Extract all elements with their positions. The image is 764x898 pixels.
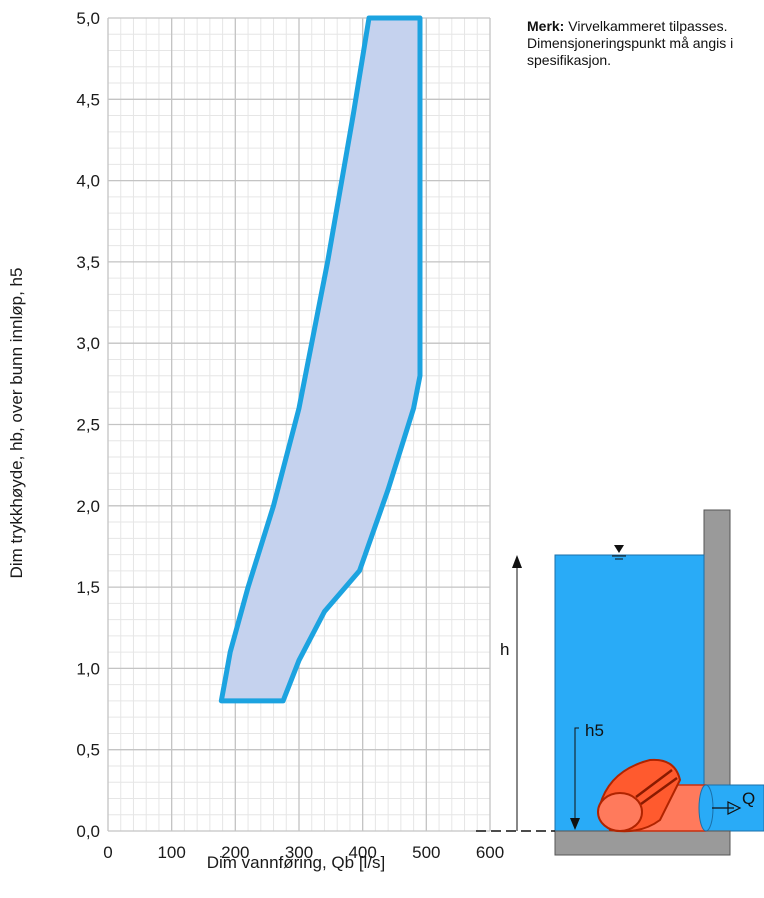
vortex-chamber-seam bbox=[635, 769, 678, 806]
series-layer bbox=[218, 15, 423, 704]
x-tick-label: 100 bbox=[157, 843, 185, 862]
vortex-chamber-end bbox=[597, 792, 643, 832]
y-tick-label: 1,0 bbox=[76, 659, 100, 678]
x-tick-label: 0 bbox=[103, 843, 112, 862]
x-axis-title: Dim vannføring, Qb [l/s] bbox=[207, 853, 386, 872]
design-range-area bbox=[218, 15, 423, 704]
x-tick-label: 400 bbox=[348, 843, 376, 862]
chamber-floor bbox=[554, 830, 731, 856]
note-body: Virvelkammeret tilpasses. Dimensjonering… bbox=[527, 18, 734, 68]
vortex-outlet-mouth bbox=[698, 784, 714, 832]
flow-arrow-icon bbox=[727, 801, 742, 815]
y-axis-title: Dim trykkhøyde, hb, over bunn innløp, h5 bbox=[7, 268, 26, 579]
y-tick-label: 3,0 bbox=[76, 334, 100, 353]
note-text: Merk: Virvelkammeret tilpasses. Dimensjo… bbox=[527, 18, 742, 69]
y-tick-label: 3,5 bbox=[76, 253, 100, 272]
y-tick-label: 0,0 bbox=[76, 822, 100, 841]
h5-arrow-icon bbox=[570, 818, 580, 830]
note-bold-label: Merk: bbox=[527, 18, 565, 34]
tick-labels: 0 100 200 300 400 500 600 0,0 0,5 1,0 1,5 2,0 2,5 3,0… bbox=[76, 9, 504, 862]
x-tick-label: 300 bbox=[285, 843, 313, 862]
y-tick-label: 2,5 bbox=[76, 416, 100, 435]
h-label: h bbox=[500, 640, 509, 659]
y-tick-label: 2,0 bbox=[76, 497, 100, 516]
h5-label: h5 bbox=[585, 721, 604, 740]
vortex-chamber-diagram: h h5 Q bbox=[476, 509, 764, 856]
q-label: Q bbox=[742, 789, 755, 808]
x-tick-label: 600 bbox=[476, 843, 504, 862]
water-level-icon bbox=[614, 545, 624, 553]
chamber-wall bbox=[703, 509, 731, 786]
y-tick-label: 1,5 bbox=[76, 578, 100, 597]
h-arrow-icon bbox=[512, 555, 522, 568]
x-tick-label: 500 bbox=[412, 843, 440, 862]
y-tick-label: 4,0 bbox=[76, 172, 100, 191]
h5-dimension-line bbox=[574, 727, 579, 826]
x-tick-label: 200 bbox=[221, 843, 249, 862]
y-tick-label: 0,5 bbox=[76, 741, 100, 760]
y-tick-label: 4,5 bbox=[76, 90, 100, 109]
y-tick-label: 5,0 bbox=[76, 9, 100, 28]
